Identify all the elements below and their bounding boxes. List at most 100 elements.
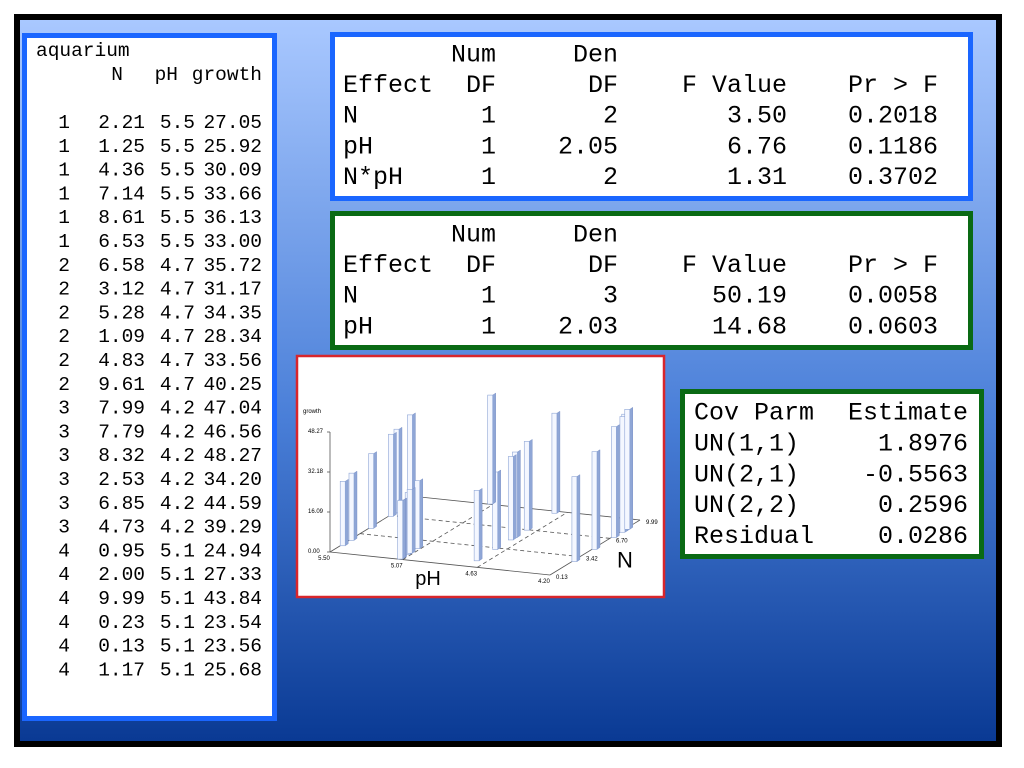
- table-cell: 3.12: [98, 279, 145, 301]
- table-cell: 4: [58, 564, 70, 586]
- grid-line: [477, 512, 568, 568]
- table-cell: 0.0058: [848, 282, 938, 311]
- table-cell: 1: [481, 312, 496, 341]
- table-cell: 50.19: [712, 282, 787, 311]
- table-cell: 3: [58, 445, 70, 467]
- table-cell: 3: [603, 282, 618, 311]
- table-cell: 6.53: [98, 231, 145, 253]
- table-cell: 24.94: [203, 540, 262, 562]
- table-cell: 46.56: [203, 421, 262, 443]
- table-cell: 2.21: [98, 112, 145, 134]
- table-cell: 33.00: [203, 231, 262, 253]
- table-cell: 0.1186: [848, 132, 938, 161]
- table-cell: 23.54: [203, 612, 262, 634]
- column-header: Effect: [343, 71, 433, 100]
- bar-side: [393, 431, 397, 517]
- table-cell: 4.2: [160, 398, 195, 420]
- bar-side: [478, 487, 483, 562]
- table-cell: 4: [58, 636, 70, 658]
- table-cell: 8.61: [98, 207, 145, 229]
- table-cell: 7.14: [98, 183, 145, 205]
- cov-parms-panel: [680, 389, 984, 559]
- bar-side: [529, 439, 533, 531]
- table-cell: 4.7: [160, 279, 195, 301]
- table-cell: -0.5563: [863, 460, 968, 489]
- table-cell: 2: [58, 326, 70, 348]
- table-cell: 6.76: [727, 132, 787, 161]
- table-cell: 0.2018: [848, 102, 938, 131]
- aquarium-panel: [22, 33, 277, 721]
- column-header: pH: [155, 64, 178, 86]
- table-cell: 3: [58, 421, 70, 443]
- bar: [523, 441, 530, 531]
- table-cell: 44.59: [203, 493, 262, 515]
- table-cell: 3: [58, 469, 70, 491]
- bar: [339, 481, 346, 547]
- table-cell: 33.56: [203, 350, 262, 372]
- column-header: Num: [451, 41, 496, 70]
- table-cell: 5.5: [160, 136, 195, 158]
- floor-edge: [329, 551, 551, 576]
- table-cell: pH: [343, 312, 373, 341]
- table-cell: pH: [343, 132, 373, 161]
- column-header: Effect: [343, 251, 433, 280]
- table-cell: 4: [58, 588, 70, 610]
- table-cell: 4.7: [160, 350, 195, 372]
- table-cell: 5.1: [160, 612, 195, 634]
- column-header: DF: [466, 71, 496, 100]
- table-cell: 1: [58, 183, 70, 205]
- table-cell: 6.58: [98, 255, 145, 277]
- table-cell: 1: [481, 282, 496, 311]
- table-cell: 3: [58, 398, 70, 420]
- table-cell: 27.05: [203, 112, 262, 134]
- table-cell: 3.50: [727, 102, 787, 131]
- table-cell: 1.8976: [878, 430, 968, 459]
- table-cell: Residual: [694, 522, 814, 551]
- z-tick-label: 0.00: [308, 549, 320, 555]
- bar: [388, 433, 394, 517]
- table-cell: 4: [58, 540, 70, 562]
- table-cell: 4.2: [160, 445, 195, 467]
- table-cell: 4.83: [98, 350, 145, 372]
- bar-side: [345, 478, 349, 547]
- table-cell: 4.7: [160, 302, 195, 324]
- bar-side: [629, 406, 633, 530]
- x-tick-label: 4.20: [538, 579, 550, 585]
- table-cell: 4: [58, 612, 70, 634]
- bar-side: [411, 487, 416, 554]
- table-cell: 2: [58, 350, 70, 372]
- table-cell: 2: [603, 102, 618, 131]
- table-cell: 6.85: [98, 493, 145, 515]
- column-header: DF: [466, 251, 496, 280]
- column-header: F Value: [682, 71, 787, 100]
- table-cell: 3: [58, 493, 70, 515]
- z-tick-label: 32.18: [308, 469, 324, 475]
- table-cell: 47.04: [203, 398, 262, 420]
- y-tick-label: 6.70: [616, 538, 628, 544]
- table-cell: 5.1: [160, 636, 195, 658]
- table-cell: 0.23: [98, 612, 145, 634]
- table-cell: 1: [58, 160, 70, 182]
- bar-side: [616, 424, 620, 538]
- table-cell: 35.72: [203, 255, 262, 277]
- column-header: Estimate: [848, 399, 968, 428]
- table-cell: 1: [58, 136, 70, 158]
- table-cell: 1: [481, 132, 496, 161]
- z-tick-label: 48.27: [308, 429, 324, 435]
- table-cell: 3: [58, 517, 70, 539]
- table-cell: UN(2,2): [694, 491, 799, 520]
- bar: [397, 500, 403, 560]
- table-cell: 25.68: [203, 659, 262, 681]
- table-cell: 1.31: [727, 163, 787, 192]
- y-tick-label: 9.99: [646, 520, 658, 526]
- bar: [611, 426, 617, 538]
- table-cell: 9.99: [98, 588, 145, 610]
- bar-side: [513, 454, 517, 541]
- x-tick-label: 5.07: [391, 564, 403, 570]
- column-header: Pr > F: [848, 251, 938, 280]
- bar-side: [596, 449, 601, 550]
- bar: [551, 412, 558, 514]
- z-axis-label: growth: [303, 409, 321, 415]
- table-cell: 0.95: [98, 540, 145, 562]
